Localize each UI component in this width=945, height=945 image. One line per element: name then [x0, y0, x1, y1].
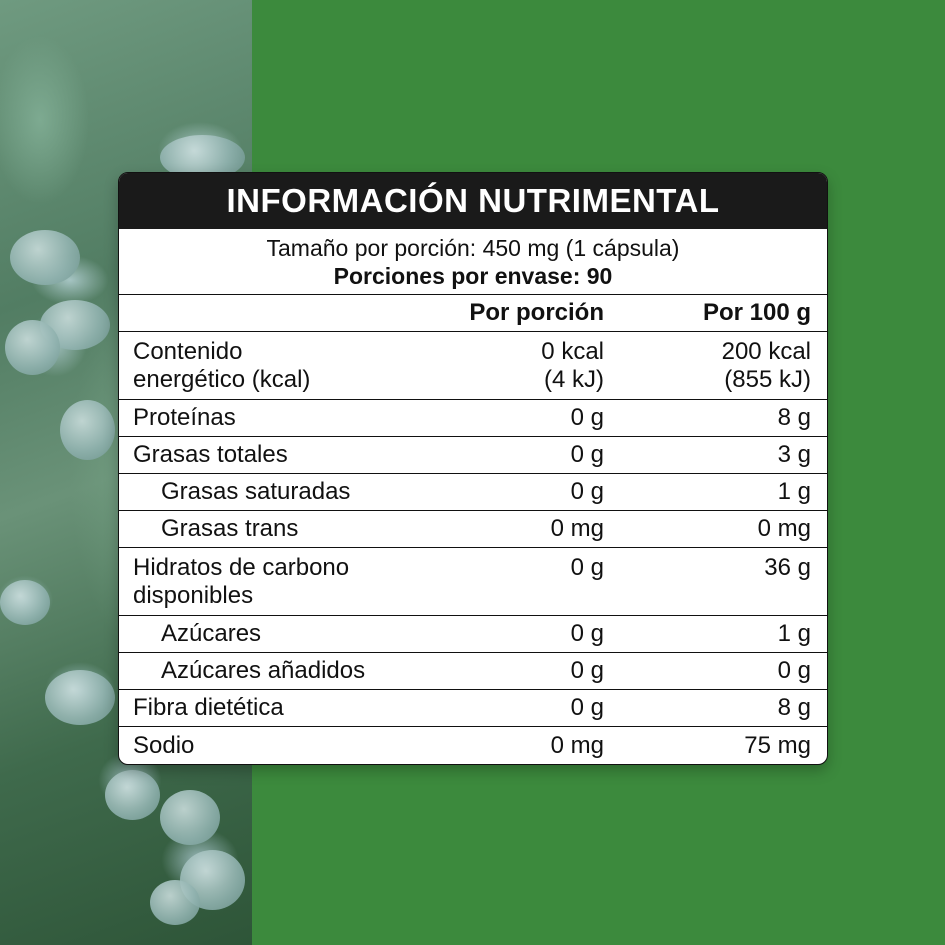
table-row-trans-fat: Grasas trans 0 mg 0 mg [119, 511, 827, 548]
per-100g-value: 8 g [777, 694, 811, 721]
serving-size: Tamaño por porción: 450 mg (1 cápsula) [266, 234, 680, 261]
nutrition-label: INFORMACIÓN NUTRIMENTAL Tamaño por porci… [118, 172, 828, 765]
nutrient-name: Contenido energético (kcal) [119, 338, 422, 394]
table-row-sugars: Azúcares 0 g 1 g [119, 616, 827, 653]
leaf-decoration [10, 230, 80, 285]
table-row-fiber: Fibra dietética 0 g 8 g [119, 690, 827, 727]
per-serving-value: 0 g [570, 694, 604, 721]
per-100g-value: 36 g [764, 554, 811, 581]
per-100g-value: 3 g [777, 441, 811, 468]
per-serving-value: 0 mg [550, 731, 604, 759]
leaf-decoration [160, 790, 220, 845]
per-serving-value: 0 mg [550, 515, 604, 542]
nutrient-name: Azúcares añadidos [161, 657, 366, 684]
table-row-added-sugars: Azúcares añadidos 0 g 0 g [119, 653, 827, 690]
per-100g-value: 0 mg [757, 515, 811, 542]
per-100g-value: 0 g [777, 657, 811, 684]
column-header-per-100g: Por 100 g [702, 299, 811, 326]
per-100g-value: 1 g [777, 478, 811, 505]
nutrient-name-line1: Contenido [133, 338, 243, 365]
nutrient-name: Grasas totales [133, 441, 288, 468]
nutrient-name: Hidratos de carbono disponibles [119, 554, 422, 610]
per-serving-value: 0 g [570, 441, 604, 468]
per-serving-value: 0 g [570, 657, 604, 684]
table-row-proteins: Proteínas 0 g 8 g [119, 400, 827, 437]
leaf-decoration [5, 320, 60, 375]
nutrient-name: Fibra dietética [133, 694, 284, 721]
label-title: INFORMACIÓN NUTRIMENTAL [119, 173, 827, 229]
per-serving-value: 0 g [570, 404, 604, 431]
nutrient-name: Sodio [133, 731, 195, 759]
nutrient-name-line2: energético (kcal) [133, 366, 311, 393]
leaf-decoration [0, 580, 50, 625]
nutrient-name: Grasas trans [161, 515, 299, 542]
table-row-sodium: Sodio 0 mg 75 mg [119, 727, 827, 764]
column-header-row: Por porción Por 100 g [119, 295, 827, 332]
nutrient-name: Grasas saturadas [161, 478, 351, 505]
leaf-decoration [60, 400, 115, 460]
column-header-per-serving: Por porción [469, 299, 604, 326]
per-serving-value: 0 kcal (4 kJ) [422, 338, 622, 394]
per-100g-value: 200 kcal (855 kJ) [622, 338, 827, 394]
per-serving-value: 0 g [570, 620, 604, 647]
per-serving-value: 0 g [570, 478, 604, 505]
per-100g-value: 8 g [777, 404, 811, 431]
table-row-saturated-fat: Grasas saturadas 0 g 1 g [119, 474, 827, 511]
table-row-energy: Contenido energético (kcal) 0 kcal (4 kJ… [119, 332, 827, 400]
per-100g-value: 1 g [777, 620, 811, 647]
nutrient-name: Azúcares [161, 620, 262, 647]
per-serving-kj: (4 kJ) [544, 366, 604, 393]
per-serving-value: 0 g [570, 554, 604, 581]
per-serving-kcal: 0 kcal [541, 338, 604, 365]
serving-info: Tamaño por porción: 450 mg (1 cápsula) P… [119, 229, 827, 295]
leaf-decoration [150, 880, 200, 925]
table-row-carbohydrates: Hidratos de carbono disponibles 0 g 36 g [119, 548, 827, 616]
nutrient-name-line2: disponibles [133, 582, 254, 609]
servings-per-container: Porciones por envase: 90 [333, 262, 613, 289]
leaf-decoration [45, 670, 115, 725]
per-100g-kj: (855 kJ) [724, 366, 811, 393]
per-100g-kcal: 200 kcal [721, 338, 811, 365]
nutrient-name: Proteínas [133, 404, 236, 431]
per-100g-value: 75 mg [744, 731, 811, 759]
table-row-total-fat: Grasas totales 0 g 3 g [119, 437, 827, 474]
nutrient-name-line1: Hidratos de carbono [133, 554, 350, 581]
leaf-decoration [105, 770, 160, 820]
